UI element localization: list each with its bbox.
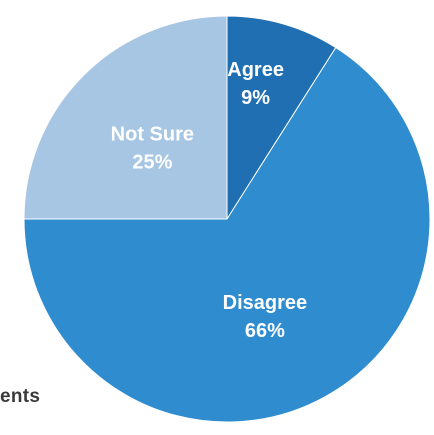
pie-slice-not-sure (23, 15, 228, 220)
slice-label-disagree: Disagree (223, 292, 308, 314)
slice-value-agree: 9% (241, 87, 270, 109)
pie-labels: Agree 9% Disagree 66% Not Sure 25% (111, 59, 307, 342)
footer-text-fragment: ents (0, 386, 41, 407)
slice-value-disagree: 66% (245, 320, 285, 342)
pie-slice-agree (226, 15, 337, 221)
slice-label-not-sure: Not Sure (111, 123, 194, 145)
pie-slice-disagree (23, 46, 431, 423)
slice-label-agree: Agree (227, 59, 284, 81)
pie-slices (23, 15, 431, 423)
slice-value-not-sure: 25% (132, 151, 172, 173)
